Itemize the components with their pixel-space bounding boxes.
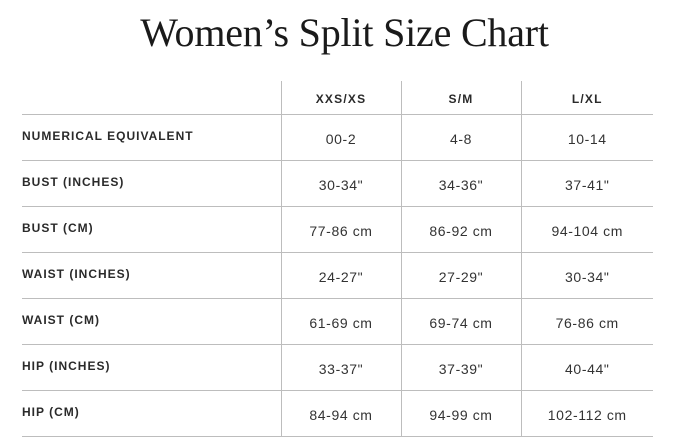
table-cell: 10-14 bbox=[520, 114, 653, 161]
table-cell: 00-2 bbox=[280, 114, 401, 161]
table-cell: 27-29" bbox=[400, 252, 521, 299]
table-cell: 86-92 cm bbox=[400, 206, 521, 253]
row-label: NUMERICAL EQUIVALENT bbox=[22, 114, 281, 161]
table-cell: 37-39" bbox=[400, 344, 521, 391]
table-cell: 102-112 cm bbox=[520, 390, 653, 437]
table-cell: 40-44" bbox=[520, 344, 653, 391]
table-header-row: XXS/XS S/M L/XL bbox=[22, 81, 653, 115]
table-cell: 34-36" bbox=[400, 160, 521, 207]
table-cell: 77-86 cm bbox=[280, 206, 401, 253]
table-cell: 94-104 cm bbox=[520, 206, 653, 253]
table-cell: 94-99 cm bbox=[400, 390, 521, 437]
page-title: Women’s Split Size Chart bbox=[140, 10, 549, 55]
table-cell: 4-8 bbox=[400, 114, 521, 161]
row-label: BUST (INCHES) bbox=[22, 160, 281, 207]
row-label: HIP (INCHES) bbox=[22, 344, 281, 391]
table-cell: 84-94 cm bbox=[280, 390, 401, 437]
header-cell-l-xl: L/XL bbox=[520, 81, 653, 115]
table-cell: 37-41" bbox=[520, 160, 653, 207]
table-row: HIP (INCHES) 33-37" 37-39" 40-44" bbox=[22, 344, 653, 391]
header-cell-empty bbox=[22, 81, 281, 115]
header-cell-xxs-xs: XXS/XS bbox=[280, 81, 401, 115]
row-label: HIP (CM) bbox=[22, 390, 281, 437]
table-cell: 69-74 cm bbox=[400, 298, 521, 345]
table-row: BUST (INCHES) 30-34" 34-36" 37-41" bbox=[22, 160, 653, 207]
row-label: WAIST (INCHES) bbox=[22, 252, 281, 299]
table-cell: 33-37" bbox=[280, 344, 401, 391]
table-row: WAIST (INCHES) 24-27" 27-29" 30-34" bbox=[22, 252, 653, 299]
header-cell-s-m: S/M bbox=[400, 81, 521, 115]
table-cell: 24-27" bbox=[280, 252, 401, 299]
table-row: BUST (CM) 77-86 cm 86-92 cm 94-104 cm bbox=[22, 206, 653, 253]
table-row: NUMERICAL EQUIVALENT 00-2 4-8 10-14 bbox=[22, 114, 653, 161]
table-cell: 61-69 cm bbox=[280, 298, 401, 345]
table-cell: 76-86 cm bbox=[520, 298, 653, 345]
table-cell: 30-34" bbox=[280, 160, 401, 207]
table-cell: 30-34" bbox=[520, 252, 653, 299]
size-chart-table: XXS/XS S/M L/XL NUMERICAL EQUIVALENT 00-… bbox=[22, 81, 653, 437]
table-row: WAIST (CM) 61-69 cm 69-74 cm 76-86 cm bbox=[22, 298, 653, 345]
row-label: WAIST (CM) bbox=[22, 298, 281, 345]
row-label: BUST (CM) bbox=[22, 206, 281, 253]
table-row: HIP (CM) 84-94 cm 94-99 cm 102-112 cm bbox=[22, 390, 653, 437]
